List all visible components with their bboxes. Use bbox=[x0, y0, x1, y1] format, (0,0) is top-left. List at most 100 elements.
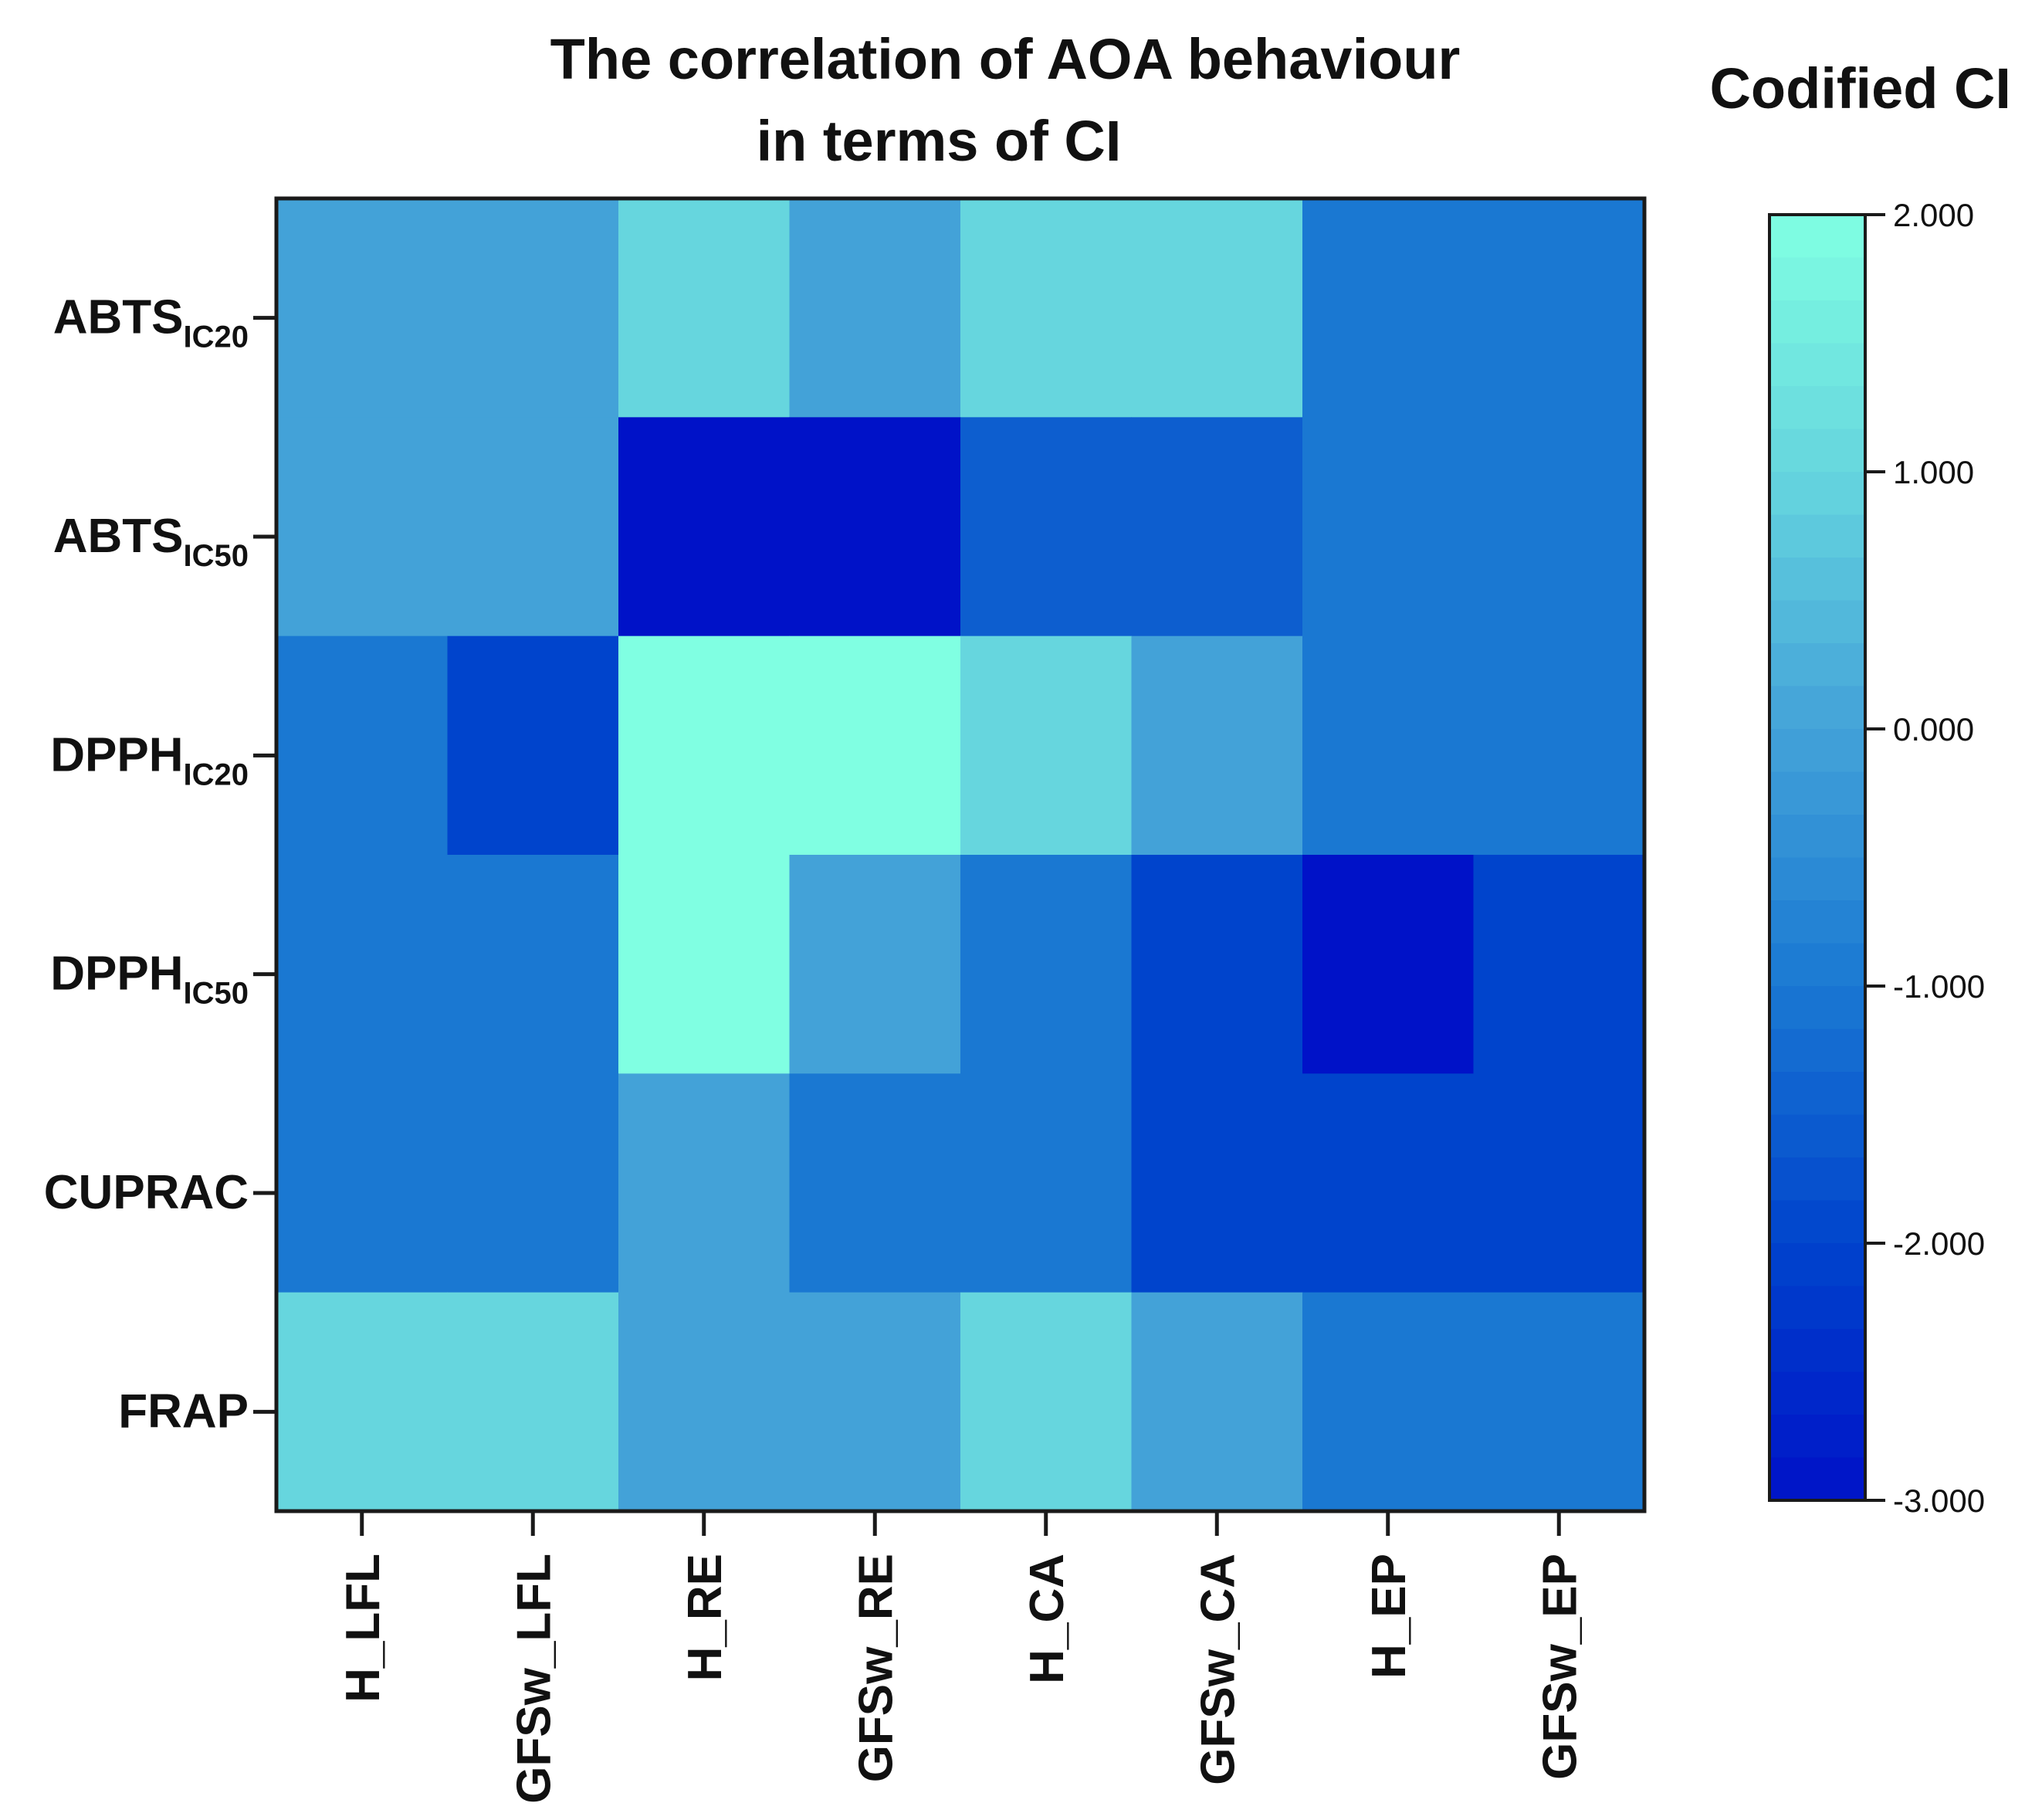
chart-title-line-2: in terms of CI bbox=[757, 109, 1122, 173]
colorbar-segment bbox=[1769, 386, 1865, 430]
heatmap-cell bbox=[960, 635, 1133, 856]
heatmap-cell bbox=[276, 1292, 449, 1512]
heatmap-cell bbox=[447, 1292, 619, 1512]
colorbar-segment bbox=[1769, 300, 1865, 344]
heatmap-cell bbox=[618, 1073, 791, 1293]
heatmap-cell bbox=[1302, 1292, 1475, 1512]
colorbar-segment bbox=[1769, 1415, 1865, 1459]
heatmap-cell bbox=[1473, 1292, 1645, 1512]
colorbar: 2.000 1.000 0.000 -1.000 -2.000 -3.000 bbox=[1768, 197, 1985, 1519]
heatmap-cell bbox=[1302, 417, 1475, 637]
heatmap-cell bbox=[276, 855, 449, 1074]
heatmap-cell bbox=[618, 855, 791, 1074]
heatmap-cell bbox=[447, 417, 619, 637]
plot-frame bbox=[274, 196, 1647, 1513]
heatmap-cell bbox=[447, 198, 619, 418]
heatmap-cell bbox=[447, 635, 619, 856]
colorbar-tick-label: 1.000 bbox=[1893, 454, 1974, 490]
heatmap-cell bbox=[447, 1073, 619, 1293]
y-axis: ABTSIC20ABTSIC50DPPHIC20DPPHIC50CUPRACFR… bbox=[44, 291, 276, 1438]
y-tick-label-main: CUPRAC bbox=[44, 1166, 249, 1219]
heatmap-cell bbox=[618, 1292, 791, 1512]
x-axis: H_LFL GFSw_LFL H_RE GFSw_RE H_CA GFSw_CA H_EP G… bbox=[337, 1511, 1587, 1804]
x-tick-label: GFSw_CA bbox=[1191, 1554, 1245, 1785]
y-tick-label: DPPHIC50 bbox=[50, 947, 249, 1011]
colorbar-segment bbox=[1769, 429, 1865, 473]
colorbar-tick-label: 0.000 bbox=[1893, 711, 1974, 747]
colorbar-segment bbox=[1769, 729, 1865, 773]
y-tick-label-subscript: IC20 bbox=[184, 757, 249, 791]
x-tick-label: GFSw_RE bbox=[849, 1554, 902, 1782]
y-tick-label-main: DPPH bbox=[50, 947, 183, 1001]
heatmap-cell bbox=[960, 198, 1133, 418]
heatmap-cell bbox=[1473, 1073, 1645, 1293]
heatmap-cell bbox=[1473, 635, 1645, 856]
colorbar-segment bbox=[1769, 215, 1865, 259]
colorbar-segment bbox=[1769, 686, 1865, 730]
heatmap-cell bbox=[789, 1073, 961, 1293]
y-tick-label-main: DPPH bbox=[50, 728, 183, 781]
heatmap-cell bbox=[276, 1073, 449, 1293]
x-tick-label: H_LFL bbox=[337, 1554, 390, 1703]
y-tick-label-subscript: IC50 bbox=[184, 539, 249, 573]
colorbar-segment bbox=[1769, 343, 1865, 387]
y-tick-label: FRAP bbox=[118, 1384, 249, 1438]
colorbar-segment bbox=[1769, 514, 1865, 558]
colorbar-frame bbox=[1768, 213, 1867, 1502]
colorbar-segment bbox=[1769, 1157, 1865, 1201]
heatmap-cell bbox=[789, 198, 961, 418]
y-tick-label-main: FRAP bbox=[118, 1384, 249, 1438]
heatmap-cell bbox=[276, 635, 449, 856]
colorbar-tick-label: -3.000 bbox=[1893, 1483, 1985, 1519]
y-tick-label: ABTSIC50 bbox=[53, 510, 249, 573]
colorbar-segment bbox=[1769, 1072, 1865, 1116]
y-tick-label: CUPRAC bbox=[44, 1166, 249, 1219]
x-tick-label: GFSw_EP bbox=[1533, 1554, 1587, 1780]
colorbar-segment bbox=[1769, 815, 1865, 859]
heatmap-cell bbox=[1131, 1292, 1303, 1512]
heatmap-cell bbox=[447, 855, 619, 1074]
heatmap-cell bbox=[1131, 417, 1303, 637]
heatmap-cell bbox=[960, 855, 1133, 1074]
heatmap-cell bbox=[276, 417, 449, 637]
heatmap-cell bbox=[618, 635, 791, 856]
colorbar-segment bbox=[1769, 643, 1865, 687]
colorbar-segment bbox=[1769, 1029, 1865, 1073]
colorbar-segment bbox=[1769, 1286, 1865, 1330]
x-tick-label: H_EP bbox=[1363, 1554, 1416, 1679]
heatmap-cell bbox=[276, 198, 449, 418]
heatmap-cell bbox=[1473, 417, 1645, 637]
y-tick-label: DPPHIC20 bbox=[50, 728, 249, 791]
colorbar-segment bbox=[1769, 1200, 1865, 1244]
colorbar-segment bbox=[1769, 257, 1865, 301]
colorbar-title: Codified CI bbox=[1709, 56, 2011, 120]
heatmap-cell bbox=[1131, 855, 1303, 1074]
heatmap-cell bbox=[789, 635, 961, 856]
heatmap-cell bbox=[789, 1292, 961, 1512]
y-tick-label-subscript: IC50 bbox=[184, 977, 249, 1011]
colorbar-segment bbox=[1769, 1457, 1865, 1501]
chart-title-line-1: The correlation of AOA behaviour bbox=[550, 27, 1461, 91]
heatmap-cell bbox=[1302, 1073, 1475, 1293]
y-tick-label-main: ABTS bbox=[53, 291, 184, 344]
colorbar-tick-label: -2.000 bbox=[1893, 1225, 1985, 1262]
heatmap-cell bbox=[1473, 855, 1645, 1074]
heatmap-cell bbox=[789, 855, 961, 1074]
heatmap-cell bbox=[960, 1292, 1133, 1512]
heatmap-cell bbox=[960, 1073, 1133, 1293]
colorbar-segment bbox=[1769, 1114, 1865, 1158]
x-tick-label: GFSw_LFL bbox=[507, 1554, 560, 1804]
colorbar-tick-label: 2.000 bbox=[1893, 197, 1974, 233]
y-tick-label-subscript: IC20 bbox=[184, 320, 249, 354]
heatmap-cell bbox=[1302, 198, 1475, 418]
colorbar-segment bbox=[1769, 472, 1865, 516]
y-tick-label-main: ABTS bbox=[53, 510, 184, 563]
x-tick-label: H_CA bbox=[1021, 1554, 1074, 1684]
heatmap-cell bbox=[1131, 635, 1303, 856]
heatmap-cell bbox=[1473, 198, 1645, 418]
colorbar-tick-label: -1.000 bbox=[1893, 968, 1985, 1005]
x-tick-label: H_RE bbox=[679, 1554, 732, 1681]
heatmap-cell bbox=[789, 417, 961, 637]
colorbar-segment bbox=[1769, 600, 1865, 644]
